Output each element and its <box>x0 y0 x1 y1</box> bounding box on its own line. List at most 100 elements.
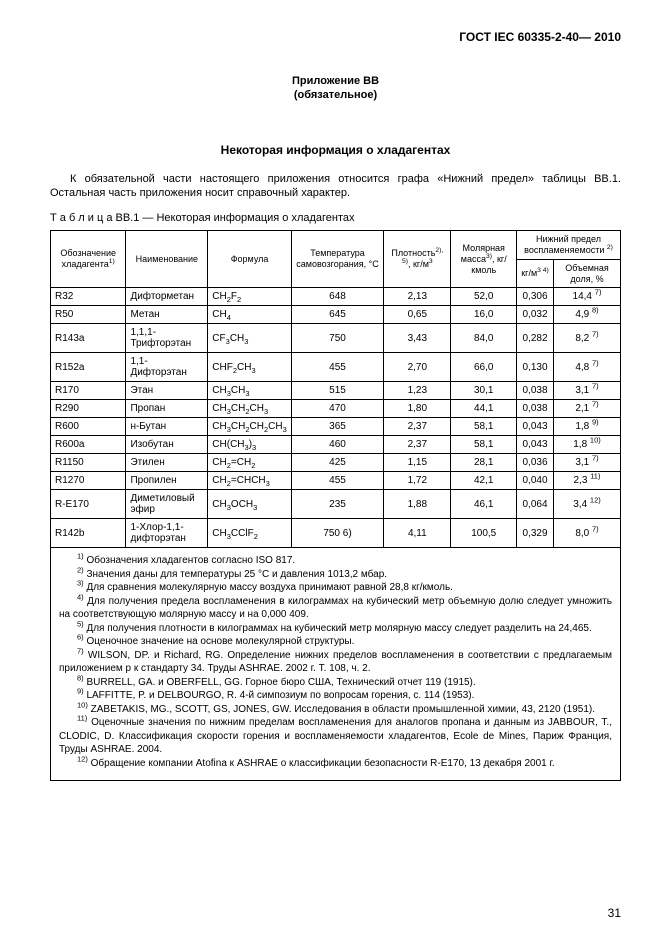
appendix-line-1: Приложение ВВ <box>292 75 379 87</box>
th-name: Наименование <box>126 231 208 288</box>
cell-lfl-vol: 8,0 7) <box>554 519 621 548</box>
cell-mass: 16,0 <box>451 306 517 324</box>
cell-lfl-kg: 0,036 <box>517 454 554 472</box>
cell-mass: 30,1 <box>451 382 517 400</box>
cell-lfl-vol: 4,8 7) <box>554 353 621 382</box>
cell-lfl-vol: 1,8 10) <box>554 436 621 454</box>
cell-designation: R143a <box>51 324 126 353</box>
table-row: R600н-БутанCH3CH2CH2CH33652,3758,10,0431… <box>51 418 621 436</box>
th-lfl-kg-text: кг/м <box>521 268 537 278</box>
cell-name: 1,1,1-Трифторэтан <box>126 324 208 353</box>
cell-mass: 100,5 <box>451 519 517 548</box>
cell-density: 2,13 <box>384 288 451 306</box>
cell-name: Этилен <box>126 454 208 472</box>
table-row: R143a1,1,1-ТрифторэтанCF3CH37503,4384,00… <box>51 324 621 353</box>
th-lfl-kg: кг/м3 4) <box>517 259 554 288</box>
cell-mass: 58,1 <box>451 418 517 436</box>
cell-lfl-kg: 0,282 <box>517 324 554 353</box>
cell-density: 1,88 <box>384 490 451 519</box>
cell-lfl-kg: 0,038 <box>517 400 554 418</box>
cell-lfl-vol: 2,3 11) <box>554 472 621 490</box>
cell-lfl-kg: 0,038 <box>517 382 554 400</box>
cell-designation: R142b <box>51 519 126 548</box>
cell-temp: 365 <box>291 418 383 436</box>
cell-name: Дифторметан <box>126 288 208 306</box>
table-row: R170ЭтанCH3CH35151,2330,10,0383,1 7) <box>51 382 621 400</box>
table-row: R1270ПропиленCH2=CHCH34551,7242,10,0402,… <box>51 472 621 490</box>
cell-temp: 515 <box>291 382 383 400</box>
cell-mass: 84,0 <box>451 324 517 353</box>
cell-formula: CH2F2 <box>208 288 292 306</box>
cell-designation: R600a <box>51 436 126 454</box>
cell-formula: CH2=CH2 <box>208 454 292 472</box>
cell-mass: 58,1 <box>451 436 517 454</box>
footnote: 3) Для сравнения молекулярную массу возд… <box>59 581 612 595</box>
cell-designation: R290 <box>51 400 126 418</box>
cell-lfl-kg: 0,130 <box>517 353 554 382</box>
th-density: Плотность2), 5), кг/м3 <box>384 231 451 288</box>
cell-formula: CH3OCH3 <box>208 490 292 519</box>
th-designation-text: Обозначение хладагента <box>60 248 116 269</box>
cell-lfl-vol: 3,4 12) <box>554 490 621 519</box>
footnote: 8) BURRELL, GA. и OBERFELL, GG. Горное б… <box>59 676 612 690</box>
cell-mass: 42,1 <box>451 472 517 490</box>
table-row: R32ДифторметанCH2F26482,1352,00,30614,4 … <box>51 288 621 306</box>
cell-mass: 44,1 <box>451 400 517 418</box>
cell-temp: 235 <box>291 490 383 519</box>
table-caption-text: ВВ.1 — Некоторая информация о хладагента… <box>112 212 354 224</box>
cell-lfl-vol: 14,4 7) <box>554 288 621 306</box>
cell-lfl-vol: 3,1 7) <box>554 454 621 472</box>
cell-lfl-vol: 2,1 7) <box>554 400 621 418</box>
footnote: 5) Для получения плотности в килограммах… <box>59 622 612 636</box>
table-row: R290ПропанCH3CH2CH34701,8044,10,0382,1 7… <box>51 400 621 418</box>
footnote: 7) WILSON, DP. и Richard, RG. Определени… <box>59 649 612 676</box>
cell-lfl-vol: 3,1 7) <box>554 382 621 400</box>
cell-lfl-kg: 0,043 <box>517 436 554 454</box>
th-temp: Температура самовозгорания, °С <box>291 231 383 288</box>
cell-lfl-vol: 1,8 9) <box>554 418 621 436</box>
cell-temp: 648 <box>291 288 383 306</box>
cell-formula: CH3CH2CH3 <box>208 400 292 418</box>
cell-name: Пропан <box>126 400 208 418</box>
cell-formula: CH4 <box>208 306 292 324</box>
cell-designation: R32 <box>51 288 126 306</box>
cell-density: 3,43 <box>384 324 451 353</box>
cell-designation: R170 <box>51 382 126 400</box>
footnotes-block: 1) Обозначения хладагентов согласно ISO … <box>50 548 621 781</box>
cell-density: 2,70 <box>384 353 451 382</box>
cell-formula: CH3CH2CH2CH3 <box>208 418 292 436</box>
cell-formula: CHF2CH3 <box>208 353 292 382</box>
table-row: R-E170Диметиловый эфирCH3OCH32351,8846,1… <box>51 490 621 519</box>
footnote: 2) Значения даны для температуры 25 °С и… <box>59 568 612 582</box>
intro-paragraph: К обязательной части настоящего приложен… <box>50 172 621 201</box>
cell-lfl-kg: 0,032 <box>517 306 554 324</box>
th-density-t1: Плотность <box>391 248 435 258</box>
cell-mass: 28,1 <box>451 454 517 472</box>
cell-lfl-kg: 0,040 <box>517 472 554 490</box>
cell-density: 2,37 <box>384 418 451 436</box>
cell-mass: 66,0 <box>451 353 517 382</box>
cell-name: Этан <box>126 382 208 400</box>
cell-temp: 455 <box>291 353 383 382</box>
footnote: 1) Обозначения хладагентов согласно ISO … <box>59 554 612 568</box>
cell-temp: 750 6) <box>291 519 383 548</box>
table-row: R600aИзобутанCH(CH3)34602,3758,10,0431,8… <box>51 436 621 454</box>
cell-designation: R-E170 <box>51 490 126 519</box>
table-row: R142b1-Хлор-1,1-дифторэтанCH3CClF2750 6)… <box>51 519 621 548</box>
cell-density: 1,80 <box>384 400 451 418</box>
cell-designation: R600 <box>51 418 126 436</box>
refrigerants-table: Обозначение хладагента1) Наименование Фо… <box>50 230 621 548</box>
cell-density: 1,15 <box>384 454 451 472</box>
cell-name: н-Бутан <box>126 418 208 436</box>
cell-density: 2,37 <box>384 436 451 454</box>
cell-name: 1,1-Дифторэтан <box>126 353 208 382</box>
cell-density: 1,23 <box>384 382 451 400</box>
cell-name: Метан <box>126 306 208 324</box>
cell-mass: 46,1 <box>451 490 517 519</box>
cell-formula: CH3CH3 <box>208 382 292 400</box>
cell-name: Диметиловый эфир <box>126 490 208 519</box>
cell-density: 1,72 <box>384 472 451 490</box>
cell-temp: 470 <box>291 400 383 418</box>
footnote: 6) Оценочное значение на основе молекуля… <box>59 635 612 649</box>
footnote: 11) Оценочные значения по нижним предела… <box>59 716 612 757</box>
